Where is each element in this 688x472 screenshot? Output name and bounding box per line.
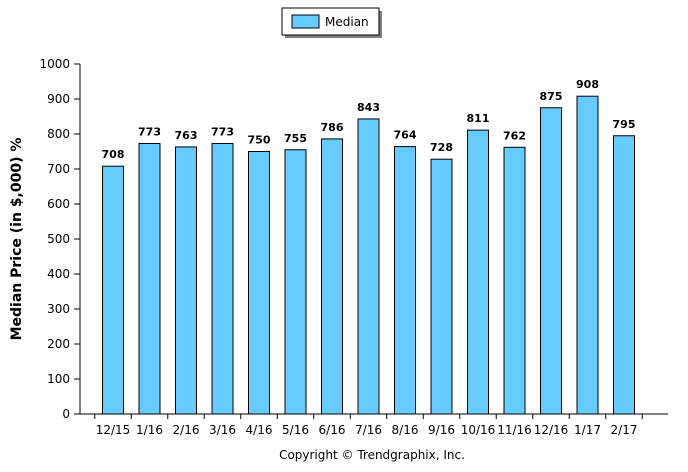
bar-value-label: 764 [394, 129, 417, 142]
bar-2-16 [175, 146, 197, 415]
x-tick-label: 11/16 [497, 423, 532, 437]
x-tick-label: 7/16 [355, 423, 382, 437]
y-tick-label: 100 [47, 372, 70, 386]
y-tick-label: 0 [62, 407, 70, 421]
bar-value-label: 875 [540, 90, 563, 103]
x-tick-label: 10/16 [461, 423, 496, 437]
y-tick-label: 800 [47, 127, 70, 141]
x-tick-label: 8/16 [392, 423, 419, 437]
bar-10-16 [467, 129, 489, 415]
bar-value-label: 762 [503, 129, 526, 142]
bar-8-16 [394, 146, 416, 415]
bar-value-label: 773 [138, 125, 161, 138]
x-tick-label: 1/17 [574, 423, 601, 437]
x-axis: 12/15 1/16 2/16 3/16 4/16 5/16 6/16 7/16 8/16 9/1… [80, 413, 668, 437]
bar-12-16 [540, 107, 562, 415]
bar-4-16 [248, 151, 270, 415]
y-tick-label: 200 [47, 337, 70, 351]
bar-3-16 [211, 142, 234, 415]
bar-value-label: 908 [576, 78, 599, 91]
x-tick-label: 5/16 [282, 423, 309, 437]
y-axis: 0 100 200 300 400 500 600 700 800 900 1000 [39, 57, 81, 421]
legend: Median [281, 7, 382, 38]
bar-5-16 [284, 149, 307, 415]
bar-value-label: 708 [102, 148, 125, 161]
bar-value-label: 811 [467, 112, 490, 125]
y-tick-label: 400 [47, 267, 70, 281]
bar-value-label: 763 [175, 129, 198, 142]
bar-value-label: 795 [613, 118, 636, 131]
bar-2-17 [613, 135, 635, 415]
bar-value-label: 755 [284, 132, 307, 145]
legend-label: Median [325, 15, 369, 29]
y-tick-label: 500 [47, 232, 70, 246]
y-tick-label: 700 [47, 162, 70, 176]
bar-value-label: 786 [321, 121, 344, 134]
bar-value-label: 728 [430, 141, 453, 154]
bar-11-16 [503, 146, 526, 415]
y-tick-label: 1000 [39, 57, 70, 71]
x-tick-label: 12/15 [96, 423, 131, 437]
x-tick-label: 9/16 [428, 423, 455, 437]
x-tick-label: 2/17 [611, 423, 638, 437]
copyright-footer: Copyright © Trendgraphix, Inc. [279, 448, 465, 462]
bar-value-label: 773 [211, 125, 234, 138]
bar-value-label: 750 [248, 134, 271, 147]
y-tick-label: 600 [47, 197, 70, 211]
bar-value-label: 843 [357, 101, 380, 114]
x-tick-label: 1/16 [136, 423, 163, 437]
legend-swatch [291, 14, 320, 29]
y-tick-label: 300 [47, 302, 70, 316]
x-tick-label: 4/16 [246, 423, 273, 437]
bars [102, 95, 635, 415]
bar-12-15 [102, 165, 124, 415]
bar-7-16 [357, 118, 380, 415]
y-axis-title: Median Price (in $,000) % [9, 138, 25, 341]
bar-1-16 [138, 142, 161, 415]
x-tick-label: 6/16 [319, 423, 346, 437]
bar-9-16 [430, 158, 453, 415]
x-tick-label: 2/16 [173, 423, 200, 437]
y-tick-label: 900 [47, 92, 70, 106]
bar-1-17 [576, 95, 599, 415]
bar-6-16 [321, 138, 343, 415]
x-tick-label: 12/16 [534, 423, 569, 437]
x-tick-label: 3/16 [209, 423, 236, 437]
value-labels: 708 773 763 773 750 755 786 843 764 728 811 762 875 9… [102, 78, 636, 161]
